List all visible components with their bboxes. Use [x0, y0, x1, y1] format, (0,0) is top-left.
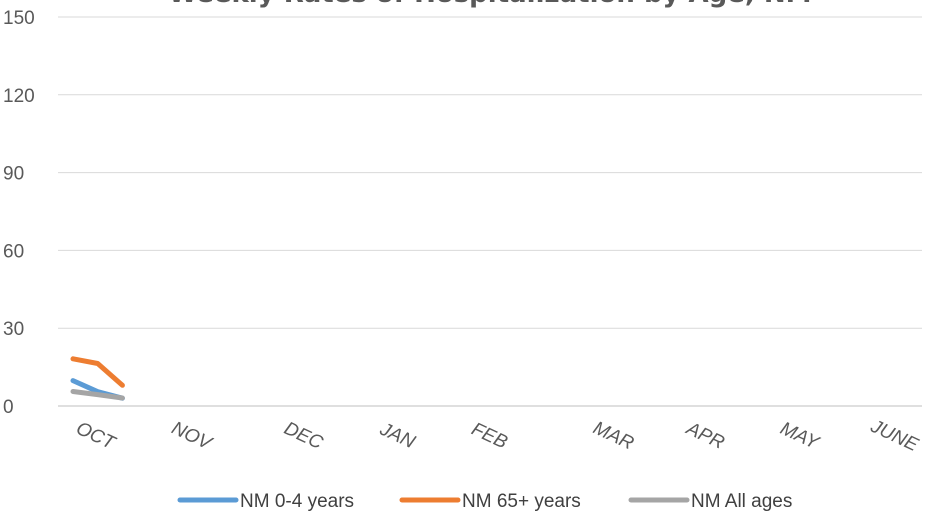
x-tick-label: JAN	[376, 418, 419, 453]
y-tick-label: 90	[3, 164, 24, 185]
y-tick-label: 60	[3, 241, 24, 262]
y-tick-label: 30	[3, 319, 24, 340]
x-axis: OCT NOV DEC JAN FEB MAR APR MAY JUNE	[73, 416, 922, 457]
y-tick-label: 120	[3, 86, 35, 107]
legend-label: NM 0-4 years	[240, 491, 354, 512]
legend: NM 0-4 years NM 65+ years NM All ages	[177, 491, 792, 512]
x-tick-label: APR	[682, 418, 727, 454]
x-tick-label: JUNE	[866, 416, 921, 457]
legend-label: NM All ages	[691, 491, 792, 512]
plot-area	[70, 356, 125, 401]
series-line	[70, 356, 125, 388]
grid	[58, 16, 922, 407]
x-tick-label: MAR	[590, 418, 637, 455]
legend-label: NM 65+ years	[462, 491, 581, 512]
x-tick-label: DEC	[281, 418, 326, 454]
x-tick-label: NOV	[168, 418, 216, 455]
y-tick-label: 150	[3, 8, 35, 29]
y-axis: 0 30 60 90 120 150	[3, 8, 35, 418]
x-tick-label: MAY	[777, 418, 823, 454]
x-tick-label: FEB	[468, 419, 511, 454]
series-line	[70, 389, 125, 401]
y-tick-label: 0	[3, 397, 14, 418]
x-tick-label: OCT	[73, 418, 119, 455]
chart-title: Weekly Rates of Hospitalization by Age, …	[168, 0, 811, 9]
